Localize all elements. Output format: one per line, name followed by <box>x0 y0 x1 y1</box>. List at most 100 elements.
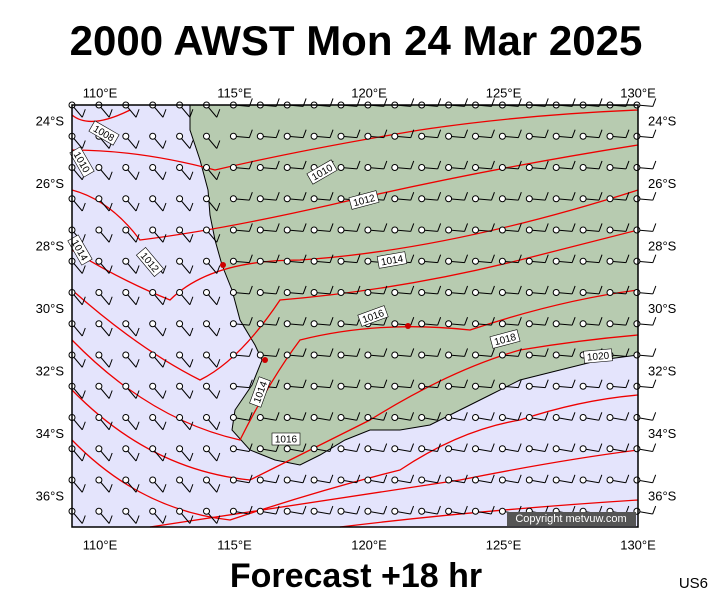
lon-label: 125°E <box>486 537 522 552</box>
barb-feather <box>135 171 140 180</box>
station <box>203 445 210 453</box>
station <box>606 226 614 234</box>
station <box>633 132 641 140</box>
barb-feather <box>135 421 140 430</box>
lon-label: 115°E <box>217 537 252 552</box>
station <box>310 226 318 234</box>
station <box>498 257 506 265</box>
lat-label: 36°S <box>36 488 65 503</box>
station <box>606 476 614 484</box>
barb-feather <box>571 191 576 201</box>
barb-feather <box>652 191 657 201</box>
barb-feather <box>544 379 549 388</box>
barb-feather <box>302 254 307 263</box>
barb-feather <box>625 160 630 170</box>
barb-feather <box>108 265 113 274</box>
station <box>525 320 533 328</box>
lon-label: 125°E <box>486 85 522 100</box>
barb-feather <box>81 359 86 368</box>
station <box>122 257 130 265</box>
barb-feather <box>108 327 113 337</box>
station <box>525 195 533 203</box>
station <box>445 195 453 203</box>
barb-feather <box>517 443 522 452</box>
barb-feather <box>598 254 603 263</box>
station <box>391 195 399 203</box>
lat-label: 32°S <box>648 363 677 378</box>
station <box>176 195 184 203</box>
station <box>229 289 237 296</box>
barb-feather <box>625 285 630 295</box>
station <box>337 476 345 484</box>
barb-feather <box>216 140 221 149</box>
lat-label: 24°S <box>648 113 677 128</box>
station <box>579 476 587 484</box>
station <box>579 132 587 140</box>
station <box>606 382 614 390</box>
barb-feather <box>329 191 334 201</box>
barb-feather <box>436 505 441 515</box>
station <box>203 382 210 390</box>
barb-feather <box>490 505 495 515</box>
barb-feather <box>135 265 140 274</box>
barb-feather <box>383 505 388 515</box>
barb-feather <box>652 443 657 452</box>
lat-label: 36°S <box>648 488 677 503</box>
station <box>498 289 506 296</box>
station <box>472 132 479 140</box>
isobar-label-box <box>271 432 301 446</box>
barb-feather <box>108 452 113 462</box>
barb-feather <box>189 296 194 305</box>
barb-feather <box>356 254 361 263</box>
station <box>364 351 372 359</box>
barb-feather <box>383 160 388 170</box>
barb-feather <box>108 515 113 524</box>
station <box>418 320 426 328</box>
barb-feather <box>248 316 253 326</box>
station <box>472 351 479 359</box>
barb-feather <box>135 515 140 524</box>
barb-feather <box>383 223 388 232</box>
station <box>95 351 103 359</box>
station <box>283 382 291 390</box>
station <box>229 445 237 453</box>
station <box>364 164 372 171</box>
station <box>256 507 264 515</box>
barb-feather <box>544 191 549 201</box>
barb-feather <box>81 390 86 399</box>
barb-feather <box>81 140 86 149</box>
barb-feather <box>162 452 167 462</box>
station <box>283 414 291 421</box>
station <box>229 164 237 171</box>
station <box>337 382 345 390</box>
barb-feather <box>625 412 630 421</box>
barb-feather <box>216 484 221 493</box>
station <box>337 289 345 296</box>
station <box>122 351 130 359</box>
barb-feather <box>189 421 194 430</box>
station <box>256 289 264 296</box>
barb-feather <box>81 234 86 243</box>
station <box>95 289 103 296</box>
station <box>445 226 453 234</box>
station <box>337 195 345 203</box>
barb-feather <box>248 474 253 483</box>
station <box>391 164 399 171</box>
barb-feather <box>302 348 307 357</box>
station <box>256 445 264 453</box>
barb-feather <box>302 191 307 201</box>
station <box>498 132 506 140</box>
barb-feather <box>464 254 469 263</box>
town <box>262 357 268 363</box>
station <box>633 164 641 171</box>
station <box>472 289 479 296</box>
lon-label: 115°E <box>217 85 252 100</box>
station <box>445 289 453 296</box>
barb-feather <box>436 474 441 483</box>
barb-feather <box>329 254 334 263</box>
barb-feather <box>410 379 415 388</box>
barb-feather <box>652 129 657 138</box>
barb-feather <box>108 234 113 243</box>
barb-feather <box>463 412 468 421</box>
barb-feather <box>544 129 549 138</box>
